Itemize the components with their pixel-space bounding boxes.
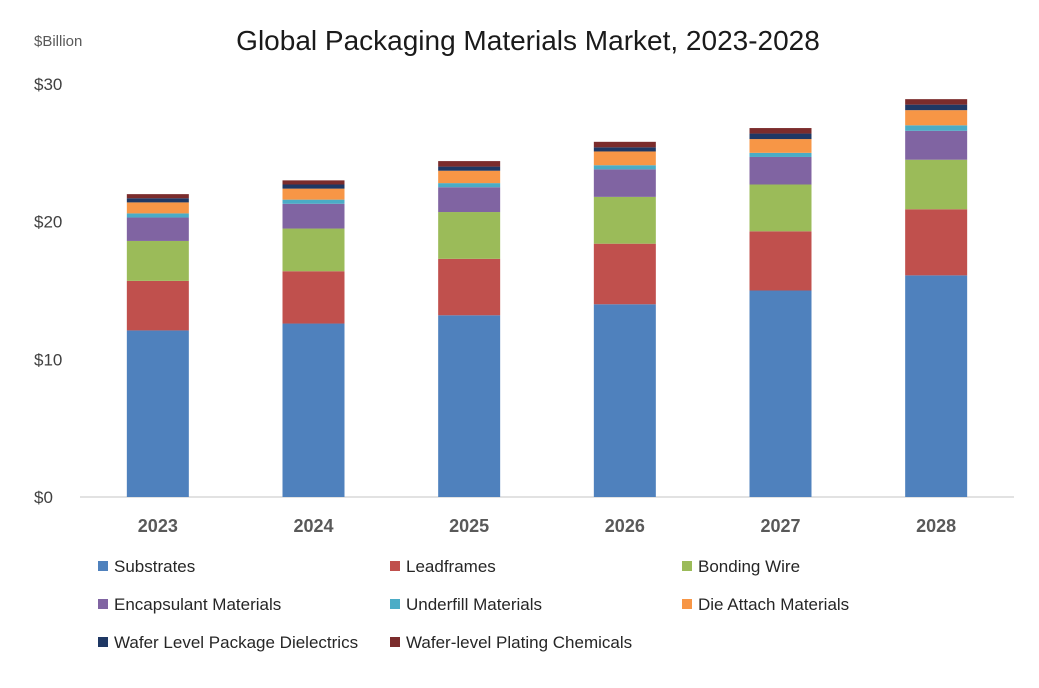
legend-label-5: Die Attach Materials xyxy=(698,595,849,614)
x-tick-label: 2028 xyxy=(916,516,956,536)
bar-segment-3-3 xyxy=(593,169,656,197)
bar-segment-4-2 xyxy=(438,183,501,188)
y-tick-label: $30 xyxy=(34,75,62,94)
bar-segment-5-4 xyxy=(749,139,812,153)
bar-segment-7-0 xyxy=(126,194,189,199)
bar-segment-0-3 xyxy=(593,304,656,497)
legend-label-4: Underfill Materials xyxy=(406,595,542,614)
bar-segment-7-1 xyxy=(282,180,345,185)
bar-segment-2-2 xyxy=(438,212,501,259)
bar-segment-6-0 xyxy=(126,198,189,203)
bar-segment-3-4 xyxy=(749,156,812,185)
x-tick-label: 2023 xyxy=(138,516,178,536)
x-axis: 2023 2024 2025 2026 2027 2028 xyxy=(138,516,956,536)
bar-segment-6-1 xyxy=(282,184,345,189)
bar-segment-7-5 xyxy=(905,99,968,105)
legend-label-0: Substrates xyxy=(114,557,195,576)
bar-segment-6-2 xyxy=(438,166,501,171)
y-tick-label: $0 xyxy=(34,488,53,507)
bar-segment-4-0 xyxy=(126,213,189,218)
bar-segment-2-0 xyxy=(126,240,189,281)
legend-swatch-4 xyxy=(390,599,400,609)
bar-segment-4-1 xyxy=(282,199,345,204)
bar-segment-6-3 xyxy=(593,147,656,152)
x-tick-label: 2024 xyxy=(293,516,333,536)
bar-segment-0-4 xyxy=(749,290,812,497)
bar-segment-0-5 xyxy=(905,275,968,497)
bar-segment-4-5 xyxy=(905,125,968,131)
legend-label-1: Leadframes xyxy=(406,557,496,576)
bar-segment-1-0 xyxy=(126,280,189,331)
bar-segment-2-3 xyxy=(593,196,656,244)
unit-label: $Billion xyxy=(34,33,82,50)
bar-segment-0-2 xyxy=(438,315,501,497)
bar-segment-2-5 xyxy=(905,159,968,210)
bar-segment-1-4 xyxy=(749,231,812,291)
bar-segment-4-4 xyxy=(749,152,812,157)
bar-segment-3-5 xyxy=(905,130,968,160)
legend-swatch-3 xyxy=(98,599,108,609)
legend-swatch-2 xyxy=(682,561,692,571)
bar-segment-5-5 xyxy=(905,110,968,126)
bar-segment-0-1 xyxy=(282,323,345,497)
bar-segment-3-0 xyxy=(126,217,189,241)
y-tick-label: $10 xyxy=(34,350,62,369)
bar-segment-4-3 xyxy=(593,165,656,170)
x-tick-label: 2026 xyxy=(605,516,645,536)
y-tick-label: $20 xyxy=(34,213,62,232)
bars-group xyxy=(126,99,968,497)
bar-segment-3-1 xyxy=(282,203,345,229)
bar-segment-7-2 xyxy=(438,161,501,167)
y-axis: $0 $10 $20 $30 xyxy=(34,75,62,507)
legend-swatch-6 xyxy=(98,637,108,647)
bar-segment-7-4 xyxy=(749,128,812,134)
x-tick-label: 2027 xyxy=(760,516,800,536)
bar-segment-5-0 xyxy=(126,202,189,214)
legend-swatch-1 xyxy=(390,561,400,571)
x-tick-label: 2025 xyxy=(449,516,489,536)
bar-segment-7-3 xyxy=(593,141,656,148)
legend-label-7: Wafer-level Plating Chemicals xyxy=(406,633,632,652)
legend-swatch-7 xyxy=(390,637,400,647)
bar-segment-2-4 xyxy=(749,184,812,232)
bar-segment-6-4 xyxy=(749,133,812,140)
legend-swatch-5 xyxy=(682,599,692,609)
legend: Substrates Leadframes Bonding Wire Encapsul… xyxy=(98,557,849,652)
bar-segment-1-2 xyxy=(438,258,501,316)
bar-segment-1-1 xyxy=(282,271,345,324)
legend-label-2: Bonding Wire xyxy=(698,557,800,576)
legend-label-3: Encapsulant Materials xyxy=(114,595,281,614)
bar-segment-1-3 xyxy=(593,243,656,305)
legend-label-6: Wafer Level Package Dielectrics xyxy=(114,633,358,652)
bar-segment-5-3 xyxy=(593,151,656,166)
legend-swatch-0 xyxy=(98,561,108,571)
bar-segment-2-1 xyxy=(282,228,345,272)
chart-title: Global Packaging Materials Market, 2023-… xyxy=(236,25,820,56)
bar-segment-5-2 xyxy=(438,170,501,184)
bar-segment-5-1 xyxy=(282,188,345,200)
bar-segment-6-5 xyxy=(905,104,968,111)
bar-segment-1-5 xyxy=(905,209,968,276)
bar-segment-0-0 xyxy=(126,330,189,497)
bar-segment-3-2 xyxy=(438,187,501,213)
